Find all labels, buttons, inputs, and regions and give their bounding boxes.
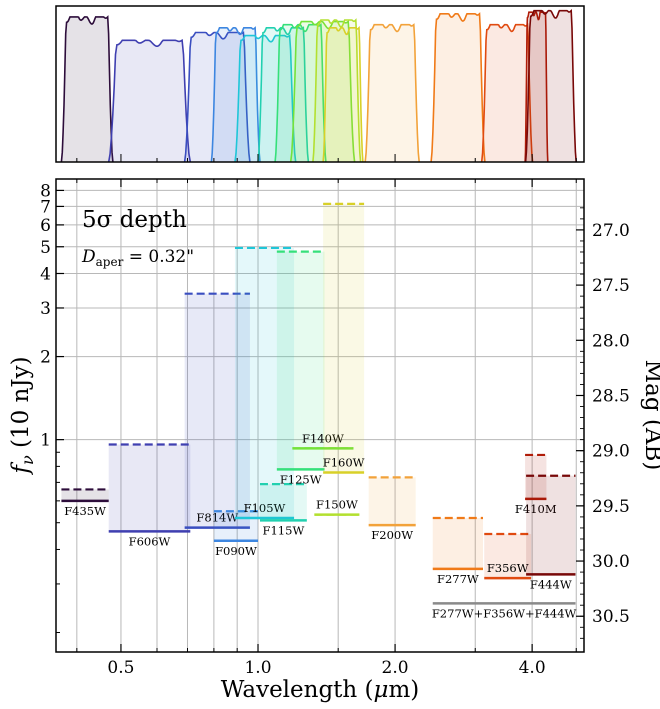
filter-label: F814W [196, 511, 238, 525]
filter-label: F606W [129, 534, 171, 548]
filter-curve-fill [235, 35, 296, 162]
depth-shade [234, 247, 295, 519]
y2-tick-label: 29.0 [592, 442, 630, 462]
top-panel-ticks [76, 154, 577, 162]
filter-curve-fill [211, 27, 260, 162]
depth-shade [323, 203, 365, 473]
filter-label: F150W [316, 498, 358, 512]
depth-shade [526, 475, 576, 575]
aperture-annotation: Daper = 0.32" [81, 247, 194, 269]
y-tick-label: 8 [40, 181, 51, 201]
filter-label: F277W+F356W+F444W [432, 606, 577, 620]
chart-title: 5σ depth [82, 207, 187, 233]
filter-curve-fill [108, 40, 191, 162]
filter-label: F435W [64, 504, 106, 518]
x-tick-label: 2.0 [382, 658, 409, 678]
filter-curve [234, 34, 297, 163]
y-tick-label: 3 [40, 299, 51, 319]
filter-curve [364, 23, 420, 163]
filter-label: F140W [302, 431, 344, 445]
filter-curve-fill [365, 24, 420, 163]
filter-label: F200W [371, 528, 413, 542]
y2-tick-label: 30.0 [592, 552, 630, 572]
filter-curve-fill [481, 24, 533, 163]
filter-curve [480, 23, 534, 163]
y-tick-label: 4 [40, 264, 51, 284]
filter-label: F160W [323, 456, 365, 470]
y-tick-label: 6 [40, 216, 51, 236]
y-axis-label: fν (10 nJy) [8, 356, 37, 475]
filter-curve-fill [61, 16, 113, 163]
x-tick-label: 0.5 [107, 658, 134, 678]
filter-label: F410M [515, 502, 557, 516]
top-panel-frame [55, 5, 585, 163]
filter-curve [107, 39, 192, 163]
y-tick-label: 5 [40, 238, 51, 258]
y2-axis-label: Mag (AB) [640, 360, 660, 471]
y2-tick-label: 27.5 [592, 276, 630, 296]
filter-curve-fill [525, 10, 577, 163]
depth-shade [184, 293, 250, 528]
y2-tick-label: 29.5 [592, 497, 630, 517]
y2-tick-label: 27.0 [592, 221, 630, 241]
filter-curve [257, 26, 310, 163]
y-tick-label: 7 [40, 197, 51, 217]
x-axis-label: Wavelength (μm) [221, 677, 420, 703]
depth-shade [213, 511, 259, 541]
filter-curves [60, 8, 577, 163]
x-tick-label: 4.0 [519, 658, 546, 678]
filter-label: F125W [280, 472, 322, 486]
filter-label: F115W [263, 523, 305, 537]
y2-tick-label: 28.5 [592, 386, 630, 406]
filter-label: F444W [530, 577, 572, 591]
filter-label: F090W [215, 544, 257, 558]
filter-curve [60, 15, 114, 163]
main-panel-frame [55, 178, 585, 653]
filter-label: F105W [244, 501, 286, 515]
y2-tick-label: 30.5 [592, 607, 630, 627]
depth-panel: F435W F606W F814W F090W F105W F115W F125W F140W… [8, 178, 660, 703]
depth-shade [368, 477, 416, 526]
depth-shade [432, 518, 483, 569]
filter-curve-fill [184, 32, 250, 162]
y-tick-label: 2 [40, 348, 51, 368]
depth-shade [259, 484, 307, 521]
y2-tick-label: 28.0 [592, 331, 630, 351]
filter-label: F277W [437, 572, 479, 586]
x-tick-label: 1.0 [244, 658, 271, 678]
depth-shade [61, 489, 109, 501]
filter-curve-fill [323, 27, 363, 162]
filter-curve [312, 18, 362, 163]
filter-curve-fill [275, 24, 326, 163]
depth-marks: F435W F606W F814W F090W F105W F115W F125W F140W… [61, 202, 577, 620]
filter-curve-fill [290, 21, 355, 162]
depth-shade [108, 444, 191, 532]
depth-shade [276, 251, 325, 470]
filter-curve-fill [431, 13, 485, 162]
filter-curve [322, 25, 364, 163]
filter-curve [524, 8, 577, 163]
grid [56, 179, 584, 652]
filter-curve [210, 26, 261, 163]
filter-curve [430, 12, 486, 163]
filter-curves-panel [55, 5, 585, 163]
filter-curve-fill [525, 12, 548, 163]
depth-shade [525, 454, 547, 499]
filter-label: F356W [487, 561, 529, 575]
depth-shade [484, 534, 532, 579]
y-tick-label: 1 [40, 431, 51, 451]
